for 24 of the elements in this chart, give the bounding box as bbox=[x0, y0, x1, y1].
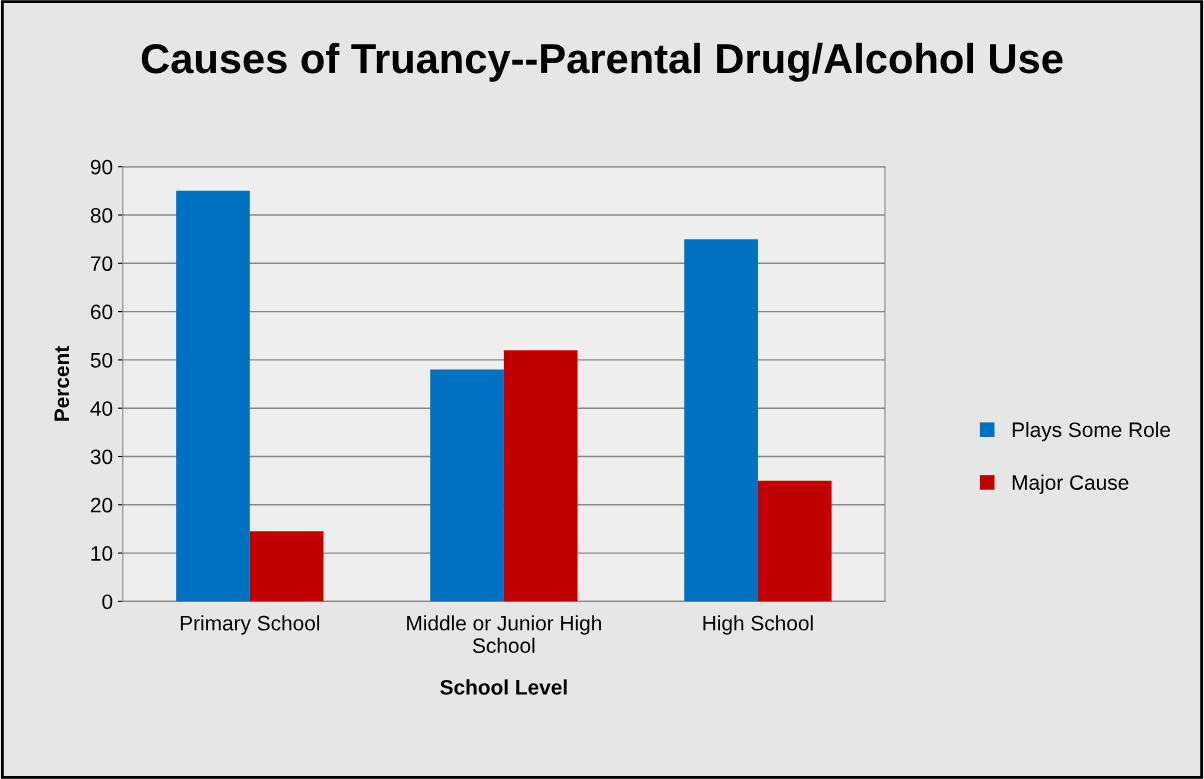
x-tick-label: High School bbox=[703, 615, 813, 635]
y-axis-title: Percent bbox=[54, 346, 70, 421]
legend-label: Major Cause bbox=[1012, 474, 1129, 495]
bar bbox=[430, 369, 504, 602]
y-tick-label: 90 bbox=[90, 159, 113, 175]
y-tick-label: 60 bbox=[90, 304, 113, 320]
bar bbox=[684, 239, 758, 602]
y-tick-label: 30 bbox=[90, 449, 113, 465]
y-tick-label: 50 bbox=[90, 352, 113, 368]
legend-label: Plays Some Role bbox=[1012, 421, 1171, 442]
y-tick-label: 10 bbox=[91, 546, 113, 561]
bar bbox=[176, 190, 250, 602]
bar bbox=[249, 531, 324, 602]
y-tick-label: 0 bbox=[102, 594, 113, 610]
x-tick-label: Primary School bbox=[180, 615, 320, 635]
x-tick-label: Middle or Junior High School bbox=[407, 615, 601, 654]
y-tick-label: 40 bbox=[90, 401, 113, 416]
y-tick-label: 70 bbox=[90, 256, 113, 272]
y-tick-label: 20 bbox=[90, 497, 113, 513]
bar bbox=[757, 480, 832, 602]
x-axis-title: School Level bbox=[440, 679, 567, 695]
bar bbox=[503, 350, 578, 602]
chart-title: Causes of Truancy--Parental Drug/Alcohol Use bbox=[141, 42, 1063, 82]
y-tick-label: 80 bbox=[90, 208, 113, 223]
